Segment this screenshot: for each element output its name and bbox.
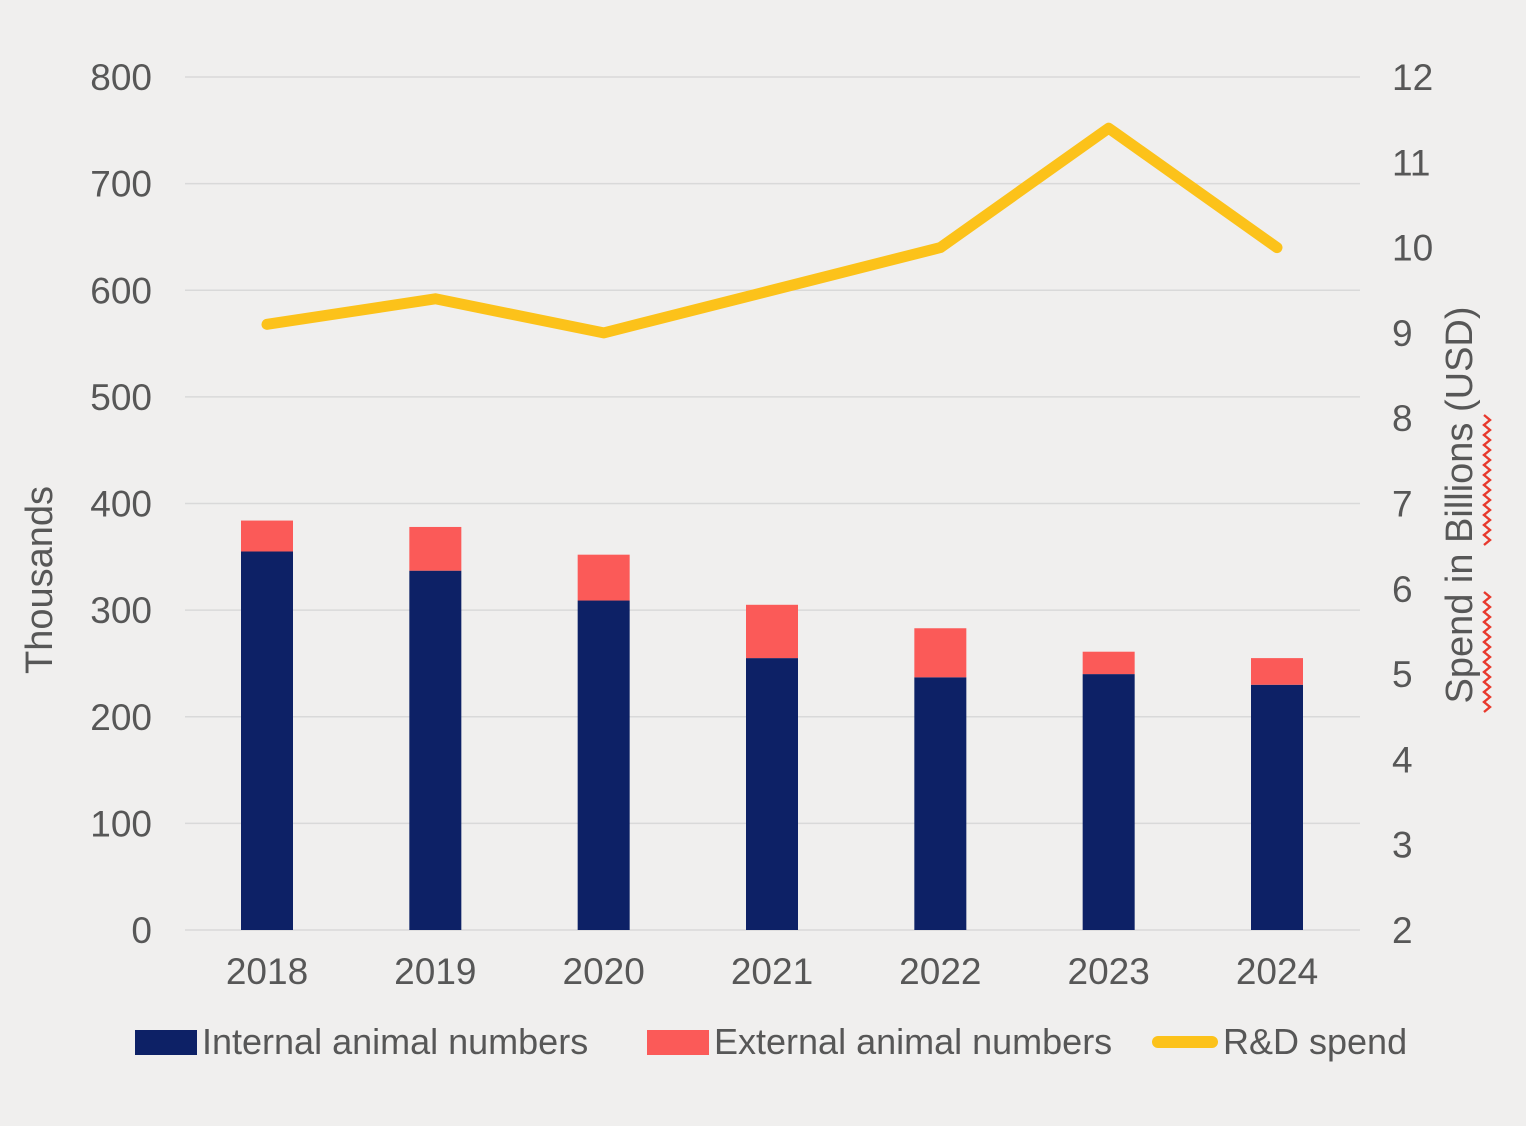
x-axis-label-2019: 2019 (394, 951, 476, 992)
x-axis-label-2018: 2018 (226, 951, 308, 992)
left-axis-tick-label: 300 (90, 590, 152, 631)
spellcheck-squiggle (1482, 414, 1492, 713)
left-axis-tick-label: 0 (131, 910, 152, 951)
bar-external-2018 (241, 520, 293, 552)
bar-internal-2019 (409, 570, 462, 930)
bar-internal-2023 (1082, 674, 1135, 930)
legend-item-internal-animal-numbers: Internal animal numbers (135, 1021, 589, 1062)
right-axis-tick-label: 5 (1392, 654, 1413, 695)
right-axis-title: Spend in Billions (USD) (1439, 306, 1481, 703)
legend-item-rd-spend: R&D spend (1152, 1021, 1408, 1062)
bar-external-2020 (577, 554, 630, 601)
x-axis-label-2024: 2024 (1236, 951, 1318, 992)
right-axis-tick-label: 10 (1392, 228, 1433, 269)
left-axis-tick-label: 100 (90, 803, 152, 844)
legend-label-rd-spend: R&D spend (1223, 1021, 1408, 1062)
x-axis-label-2023: 2023 (1068, 951, 1150, 992)
legend-swatch-rd-spend-line (1152, 1036, 1218, 1048)
bar-external-2023 (1082, 651, 1135, 675)
legend-swatch-external (647, 1029, 709, 1055)
left-axis-title: Thousands (19, 486, 61, 674)
right-axis-tick-label: 7 (1392, 484, 1413, 525)
right-axis-tick-label: 4 (1392, 739, 1413, 780)
bar-internal-2020 (577, 600, 630, 930)
plot-layer: 800 700 600 500 400 300 200 100 0 12 11 10 9 8 7 6 5 4 3 2 2… (90, 57, 1433, 992)
legend-item-external-animal-numbers: External animal numbers (647, 1021, 1113, 1062)
left-axis-tick-label: 800 (90, 57, 152, 98)
right-axis-tick-label: 11 (1392, 142, 1430, 183)
left-axis-tick-label: 400 (90, 484, 152, 525)
left-axis-tick-label: 700 (90, 164, 152, 205)
bar-external-2024 (1251, 658, 1303, 685)
legend-swatch-internal (135, 1029, 197, 1055)
x-axis-label-2020: 2020 (563, 951, 645, 992)
x-axis-label-2022: 2022 (899, 951, 981, 992)
squiggle-segment (1482, 591, 1492, 713)
squiggle-segment (1482, 414, 1492, 546)
right-axis-tick-label: 3 (1392, 825, 1413, 866)
right-axis-tick-label: 8 (1392, 398, 1413, 439)
left-axis-tick-label: 500 (90, 377, 152, 418)
bar-internal-2021 (746, 658, 798, 930)
bar-external-2022 (914, 628, 967, 678)
rd-spend-line (261, 122, 1283, 339)
right-axis-tick-label: 12 (1392, 57, 1433, 98)
legend-label-internal: Internal animal numbers (202, 1021, 589, 1062)
bar-internal-2022 (914, 677, 967, 930)
left-axis-tick-label: 200 (90, 697, 152, 738)
legend-label-external: External animal numbers (714, 1021, 1113, 1062)
bar-internal-2024 (1251, 684, 1303, 930)
right-axis-tick-label: 9 (1392, 313, 1413, 354)
x-axis-label-2021: 2021 (731, 951, 813, 992)
right-axis-tick-label: 6 (1392, 569, 1413, 610)
bar-internal-2018 (241, 551, 293, 930)
right-axis-tick-label: 2 (1392, 910, 1413, 951)
bar-external-2019 (409, 526, 462, 571)
bar-external-2021 (746, 604, 798, 659)
left-axis-tick-label: 600 (90, 270, 152, 311)
